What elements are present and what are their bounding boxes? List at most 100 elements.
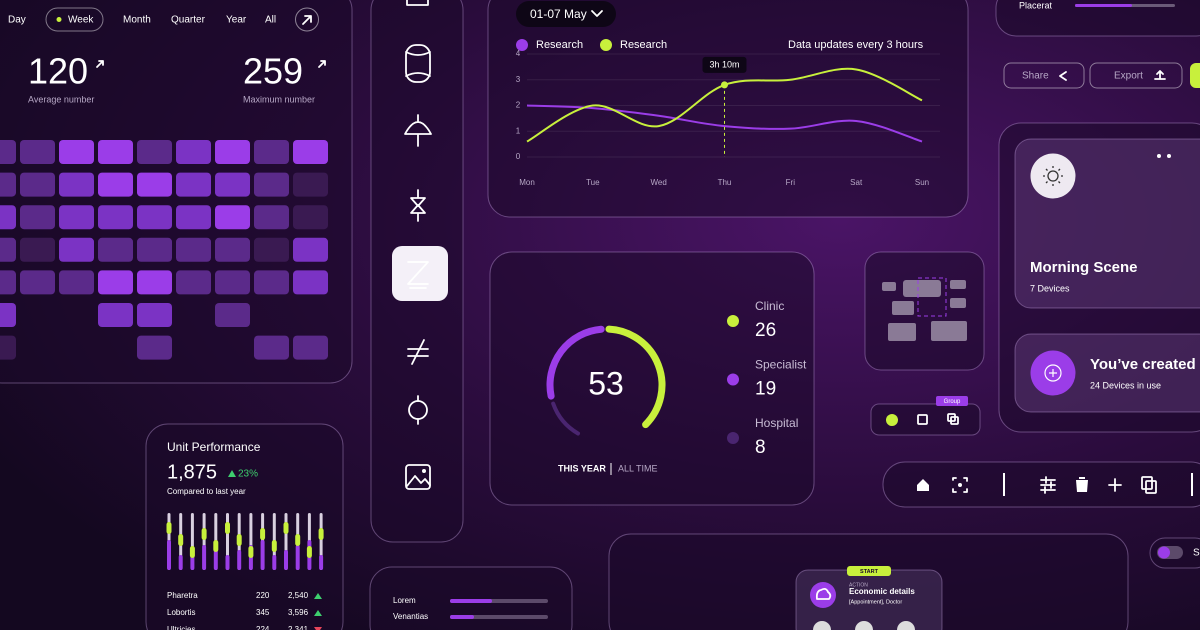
time-tab[interactable]: All	[265, 15, 276, 26]
stat-value: 259	[243, 51, 303, 92]
delete-icon[interactable]	[1076, 477, 1088, 492]
row-total: 2,341	[288, 625, 309, 630]
heat-cell	[293, 237, 328, 262]
created-subtitle: 24 Devices in use	[1090, 380, 1161, 390]
heat-cell	[0, 205, 16, 230]
toggle-knob	[1158, 546, 1170, 559]
unit-total: 1,875	[167, 461, 217, 483]
menu-dot[interactable]	[1157, 154, 1161, 158]
avatar	[855, 621, 873, 630]
series-line	[526, 104, 923, 143]
block	[888, 323, 916, 341]
heat-cell	[215, 205, 250, 230]
gauge-tab[interactable]: ALL TIME	[618, 463, 658, 473]
export-label: Export	[1114, 71, 1143, 82]
menu-dot[interactable]	[1167, 154, 1171, 158]
unit-title: Unit Performance	[167, 440, 261, 454]
heat-cell	[293, 270, 328, 295]
stat-label: Maximum number	[243, 94, 315, 104]
focus-icon[interactable]	[952, 477, 968, 493]
mini-bars	[166, 513, 324, 570]
bar-marker	[189, 546, 195, 558]
slider-fill[interactable]	[1075, 4, 1132, 7]
unit-change: 23%	[238, 469, 258, 480]
legend-label[interactable]: Research	[620, 39, 667, 51]
row-trend	[314, 627, 322, 630]
heat-cell	[215, 303, 250, 327]
tool-icon-detail	[422, 469, 426, 473]
legend-label[interactable]: Research	[536, 39, 583, 51]
heat-cell	[176, 140, 211, 164]
heat-cell	[137, 303, 172, 327]
gauge-arc	[551, 401, 580, 436]
tool-icon[interactable]	[405, 464, 431, 490]
tool-icon-detail	[405, 51, 431, 77]
heat-cell	[215, 237, 250, 262]
heat-cell	[137, 172, 172, 197]
heat-cell	[293, 172, 328, 197]
tool-icon[interactable]	[404, 114, 432, 147]
heat-cell	[59, 140, 94, 164]
tool-icon[interactable]	[405, 44, 431, 83]
avatar	[813, 621, 831, 630]
heat-cell	[254, 140, 289, 164]
time-tab[interactable]: Quarter	[171, 15, 206, 26]
heat-cell	[293, 205, 328, 230]
settings-icon[interactable]	[1040, 476, 1056, 494]
tool-icon[interactable]	[410, 189, 426, 222]
group-icon[interactable]	[950, 416, 959, 425]
export-button[interactable]	[1089, 62, 1183, 89]
copy-icon[interactable]	[1141, 476, 1153, 490]
group-tag	[936, 396, 968, 406]
tool-icon[interactable]	[407, 339, 429, 365]
row-trend	[314, 593, 322, 599]
heat-cell	[20, 270, 55, 295]
row-name: Pharetra	[167, 591, 198, 600]
share-button[interactable]	[1003, 62, 1085, 89]
block	[950, 280, 966, 289]
heat-cell	[0, 140, 16, 164]
group-label: Group	[944, 399, 961, 405]
legend-value: 19	[755, 379, 776, 400]
legend-dot	[727, 432, 739, 444]
y-tick-label: 1	[516, 126, 521, 135]
heat-cell	[0, 172, 16, 197]
legend-swatch	[600, 39, 612, 51]
gauge-tab[interactable]: THIS YEAR	[558, 463, 606, 473]
tool-icon[interactable]	[407, 261, 429, 289]
layout-blocks	[882, 277, 967, 341]
primary-button[interactable]	[1190, 63, 1200, 88]
y-tick-label: 2	[516, 101, 521, 110]
time-tab[interactable]: Week	[68, 15, 94, 26]
group-icon[interactable]	[917, 414, 928, 425]
time-tab[interactable]: Month	[123, 15, 151, 26]
x-tick-label: Fri	[786, 178, 796, 187]
row-total: 2,540	[288, 591, 309, 600]
tool-selected[interactable]	[392, 246, 448, 301]
time-tab[interactable]: Year	[226, 15, 247, 26]
tab-active	[45, 7, 104, 32]
date-picker[interactable]	[516, 1, 616, 27]
expand-icon	[302, 15, 312, 25]
block	[882, 282, 896, 291]
sun	[1047, 170, 1059, 182]
heat-cell	[20, 140, 55, 164]
line-chart: 0 1 2 3 4 Mon Tue Wed Thu Fri Sat Sun Research Resear…	[516, 39, 940, 187]
heat-cell	[20, 237, 55, 262]
bar-marker	[271, 540, 277, 552]
heat-cell	[254, 172, 289, 197]
add-icon[interactable]	[1108, 478, 1122, 492]
layout-card	[864, 251, 985, 371]
x-tick-label: Sat	[850, 178, 863, 187]
home-icon[interactable]	[917, 479, 929, 491]
tool-icon[interactable]	[406, 0, 429, 6]
group-dot[interactable]	[886, 414, 898, 426]
bar-fill	[178, 555, 183, 570]
row-value: 345	[256, 608, 270, 617]
block	[931, 321, 967, 341]
time-tab[interactable]: Day	[8, 15, 26, 26]
heat-cell	[176, 270, 211, 295]
expand-button[interactable]	[295, 7, 319, 32]
heat-cell	[98, 270, 133, 295]
x-tick-label: Thu	[718, 178, 732, 187]
